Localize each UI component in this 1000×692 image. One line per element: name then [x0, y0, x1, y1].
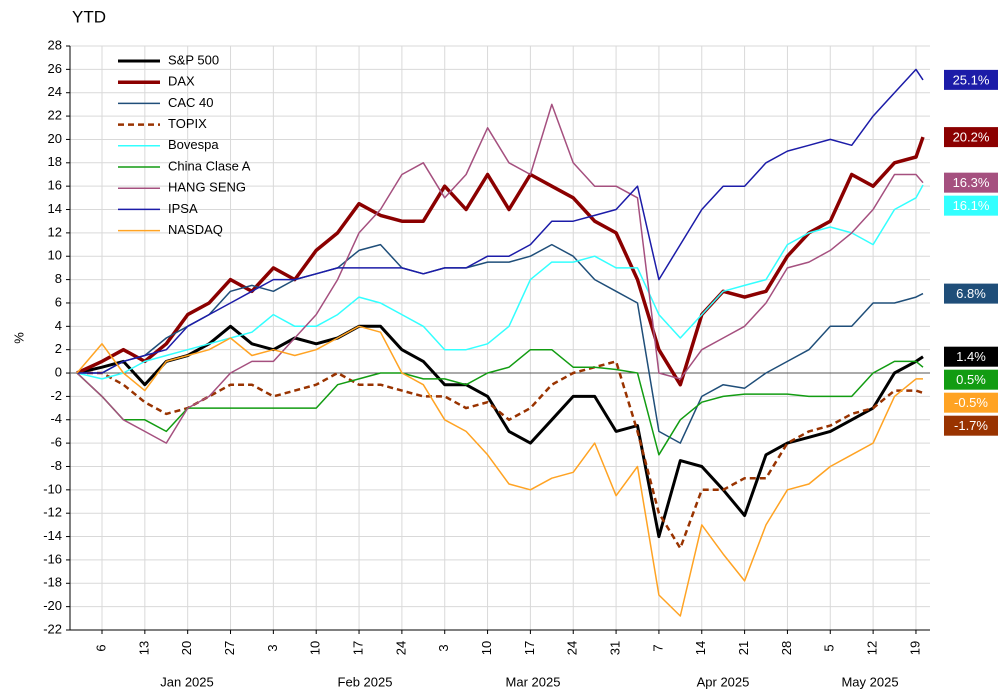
y-tick-label: -10 — [43, 481, 62, 496]
end-label-box — [944, 127, 998, 148]
y-tick-label: 20 — [48, 131, 62, 146]
end-label: -0.5% — [954, 395, 988, 410]
y-tick-label: 22 — [48, 108, 62, 123]
end-label-box — [944, 283, 998, 304]
series-line — [76, 184, 924, 380]
y-tick-label: 4 — [55, 318, 62, 333]
end-label-box — [944, 172, 998, 193]
x-tick-label: 10 — [479, 641, 494, 655]
series-line — [77, 243, 924, 444]
y-tick-label: -12 — [43, 505, 62, 520]
y-tick-label: 16 — [48, 178, 62, 193]
end-label: -1.7% — [954, 418, 988, 433]
x-tick-label: 7 — [650, 644, 665, 651]
y-tick-label: 0 — [55, 364, 62, 379]
chart-title: YTD — [72, 7, 106, 26]
x-tick-label: 21 — [736, 641, 751, 655]
legend-label: IPSA — [168, 201, 198, 216]
end-label-box — [944, 415, 998, 436]
end-label: 6.8% — [956, 286, 986, 301]
month-label: Mar 2025 — [506, 674, 561, 689]
month-label: Jan 2025 — [160, 674, 214, 689]
legend-label: HANG SENG — [168, 180, 246, 195]
legend-label: China Clase A — [168, 158, 251, 173]
series-line — [76, 348, 924, 456]
end-label: 1.4% — [956, 349, 986, 364]
y-tick-label: -6 — [50, 435, 62, 450]
y-tick-label: -22 — [43, 621, 62, 636]
x-tick-label: 27 — [222, 641, 237, 655]
series-line — [76, 324, 924, 539]
x-tick-label: 12 — [865, 641, 880, 655]
series-line — [76, 325, 923, 617]
x-tick-label: 13 — [136, 641, 151, 655]
legend-label: DAX — [168, 74, 195, 89]
y-tick-label: -18 — [43, 575, 62, 590]
x-tick-label: 31 — [608, 641, 623, 655]
end-label: 25.1% — [953, 72, 990, 87]
month-label: May 2025 — [841, 674, 898, 689]
series-line — [76, 136, 925, 387]
end-label: 0.5% — [956, 372, 986, 387]
x-tick-label: 17 — [350, 641, 365, 655]
series-line — [77, 360, 924, 550]
y-tick-label: 24 — [48, 84, 62, 99]
y-tick-label: 2 — [55, 341, 62, 356]
end-label-box — [944, 195, 998, 216]
y-tick-label: 26 — [48, 61, 62, 76]
y-tick-label: 10 — [48, 248, 62, 263]
y-tick-label: -2 — [50, 388, 62, 403]
series-line — [77, 68, 924, 374]
end-label: 16.1% — [953, 198, 990, 213]
month-label: Feb 2025 — [338, 674, 393, 689]
y-tick-label: -8 — [50, 458, 62, 473]
y-tick-label: 28 — [48, 37, 62, 52]
legend-label: Bovespa — [168, 137, 219, 152]
end-label: 16.3% — [953, 175, 990, 190]
x-tick-label: 6 — [93, 644, 108, 651]
y-tick-label: -4 — [50, 411, 62, 426]
x-tick-label: 5 — [822, 644, 837, 651]
legend-label: NASDAQ — [168, 222, 223, 237]
y-tick-label: 12 — [48, 224, 62, 239]
x-tick-label: 24 — [393, 641, 408, 655]
y-tick-label: 14 — [48, 201, 62, 216]
y-tick-label: -14 — [43, 528, 62, 543]
y-tick-label: 8 — [55, 271, 62, 286]
x-tick-label: 24 — [565, 641, 580, 655]
x-tick-label: 28 — [779, 641, 794, 655]
x-tick-label: 20 — [179, 641, 194, 655]
x-tick-label: 3 — [436, 644, 451, 651]
y-tick-label: -20 — [43, 598, 62, 613]
x-tick-label: 19 — [907, 641, 922, 655]
x-tick-label: 10 — [308, 641, 323, 655]
legend-label: CAC 40 — [168, 95, 214, 110]
legend-label: TOPIX — [168, 116, 207, 131]
x-tick-label: 17 — [522, 641, 537, 655]
end-label: 20.2% — [953, 130, 990, 145]
x-tick-label: 14 — [693, 641, 708, 655]
x-tick-label: 3 — [265, 644, 280, 651]
y-tick-label: 18 — [48, 154, 62, 169]
end-label-box — [944, 369, 998, 390]
end-label-box — [944, 69, 998, 90]
series-line — [76, 103, 924, 444]
y-axis-label: % — [11, 332, 26, 344]
legend-label: S&P 500 — [168, 52, 219, 67]
y-tick-label: 6 — [55, 294, 62, 309]
month-label: Apr 2025 — [697, 674, 750, 689]
end-label-box — [944, 392, 998, 413]
end-label-box — [944, 346, 998, 367]
y-tick-label: -16 — [43, 551, 62, 566]
